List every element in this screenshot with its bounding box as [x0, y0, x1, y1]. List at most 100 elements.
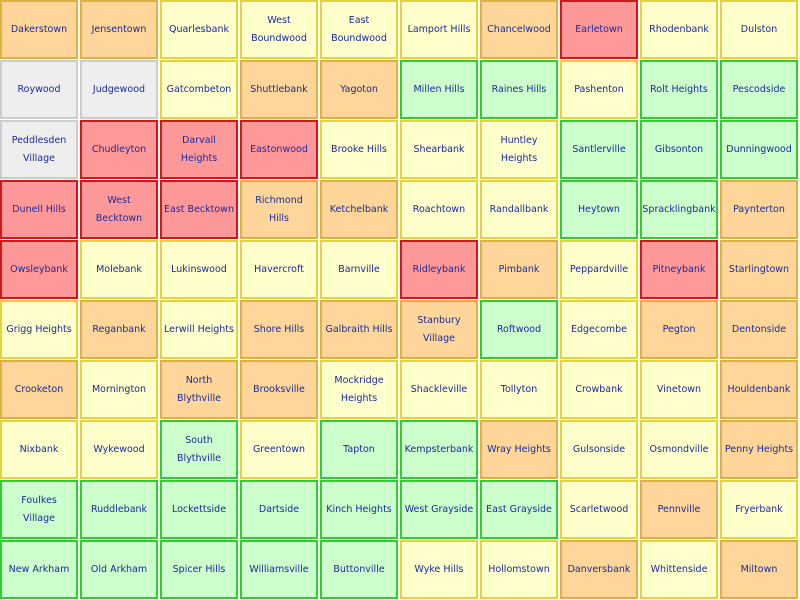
suburb-tile[interactable]: Huntley Heights	[480, 120, 558, 179]
suburb-tile[interactable]: Gatcombeton	[160, 60, 238, 119]
suburb-tile[interactable]: North Blythville	[160, 360, 238, 419]
suburb-tile[interactable]: West Boundwood	[240, 0, 318, 59]
suburb-tile[interactable]: Chudleyton	[80, 120, 158, 179]
suburb-tile[interactable]: Pennville	[640, 480, 718, 539]
suburb-tile[interactable]: Quarlesbank	[160, 0, 238, 59]
suburb-tile[interactable]: Lockettside	[160, 480, 238, 539]
suburb-tile[interactable]: Dulston	[720, 0, 798, 59]
suburb-tile[interactable]: Judgewood	[80, 60, 158, 119]
suburb-tile[interactable]: West Becktown	[80, 180, 158, 239]
suburb-tile[interactable]: Millen Hills	[400, 60, 478, 119]
suburb-tile[interactable]: Havercroft	[240, 240, 318, 299]
suburb-tile[interactable]: Greentown	[240, 420, 318, 479]
suburb-tile[interactable]: Buttonville	[320, 540, 398, 599]
suburb-tile[interactable]: East Grayside	[480, 480, 558, 539]
suburb-tile[interactable]: Paynterton	[720, 180, 798, 239]
suburb-tile[interactable]: Roywood	[0, 60, 78, 119]
suburb-tile[interactable]: Scarletwood	[560, 480, 638, 539]
suburb-tile[interactable]: Rolt Heights	[640, 60, 718, 119]
suburb-tile[interactable]: Foulkes Village	[0, 480, 78, 539]
suburb-tile[interactable]: South Blythville	[160, 420, 238, 479]
suburb-tile[interactable]: Hollomstown	[480, 540, 558, 599]
suburb-tile[interactable]: Raines Hills	[480, 60, 558, 119]
suburb-tile[interactable]: Williamsville	[240, 540, 318, 599]
suburb-tile[interactable]: Pegton	[640, 300, 718, 359]
suburb-tile[interactable]: Gulsonside	[560, 420, 638, 479]
suburb-tile[interactable]: Wykewood	[80, 420, 158, 479]
suburb-tile[interactable]: Brooke Hills	[320, 120, 398, 179]
suburb-tile[interactable]: Darvall Heights	[160, 120, 238, 179]
suburb-tile[interactable]: Stanbury Village	[400, 300, 478, 359]
suburb-tile[interactable]: Grigg Heights	[0, 300, 78, 359]
suburb-tile[interactable]: Richmond Hills	[240, 180, 318, 239]
suburb-tile[interactable]: Lukinswood	[160, 240, 238, 299]
suburb-tile[interactable]: Dartside	[240, 480, 318, 539]
suburb-tile[interactable]: East Becktown	[160, 180, 238, 239]
suburb-tile[interactable]: Mockridge Heights	[320, 360, 398, 419]
suburb-tile[interactable]: Randallbank	[480, 180, 558, 239]
suburb-tile[interactable]: Wyke Hills	[400, 540, 478, 599]
suburb-tile[interactable]: Pescodside	[720, 60, 798, 119]
suburb-tile[interactable]: Starlingtown	[720, 240, 798, 299]
suburb-tile[interactable]: Peppardville	[560, 240, 638, 299]
suburb-tile[interactable]: Spicer Hills	[160, 540, 238, 599]
suburb-tile[interactable]: Pimbank	[480, 240, 558, 299]
suburb-tile[interactable]: Roachtown	[400, 180, 478, 239]
suburb-tile[interactable]: Galbraith Hills	[320, 300, 398, 359]
suburb-tile[interactable]: Yagoton	[320, 60, 398, 119]
suburb-tile[interactable]: Edgecombe	[560, 300, 638, 359]
suburb-tile[interactable]: Reganbank	[80, 300, 158, 359]
suburb-tile[interactable]: Vinetown	[640, 360, 718, 419]
suburb-tile[interactable]: Eastonwood	[240, 120, 318, 179]
suburb-tile[interactable]: Miltown	[720, 540, 798, 599]
suburb-tile[interactable]: Shackleville	[400, 360, 478, 419]
suburb-tile[interactable]: Penny Heights	[720, 420, 798, 479]
suburb-tile[interactable]: Ketchelbank	[320, 180, 398, 239]
suburb-tile[interactable]: Dentonside	[720, 300, 798, 359]
suburb-tile[interactable]: New Arkham	[0, 540, 78, 599]
suburb-tile[interactable]: Barnville	[320, 240, 398, 299]
suburb-tile[interactable]: Santlerville	[560, 120, 638, 179]
suburb-tile[interactable]: Tollyton	[480, 360, 558, 419]
suburb-tile[interactable]: Peddlesden Village	[0, 120, 78, 179]
suburb-tile[interactable]: Molebank	[80, 240, 158, 299]
suburb-tile[interactable]: Pashenton	[560, 60, 638, 119]
suburb-tile[interactable]: Lerwill Heights	[160, 300, 238, 359]
suburb-tile[interactable]: Shearbank	[400, 120, 478, 179]
suburb-tile[interactable]: Crowbank	[560, 360, 638, 419]
suburb-tile[interactable]: Shuttlebank	[240, 60, 318, 119]
suburb-tile[interactable]: Mornington	[80, 360, 158, 419]
suburb-tile[interactable]: Tapton	[320, 420, 398, 479]
suburb-tile[interactable]: Jensentown	[80, 0, 158, 59]
suburb-tile[interactable]: Danversbank	[560, 540, 638, 599]
suburb-tile[interactable]: Ruddlebank	[80, 480, 158, 539]
suburb-tile[interactable]: Old Arkham	[80, 540, 158, 599]
suburb-tile[interactable]: Dunell Hills	[0, 180, 78, 239]
suburb-tile[interactable]: Brooksville	[240, 360, 318, 419]
suburb-tile[interactable]: Kempsterbank	[400, 420, 478, 479]
suburb-tile[interactable]: East Boundwood	[320, 0, 398, 59]
suburb-tile[interactable]: Earletown	[560, 0, 638, 59]
suburb-tile[interactable]: Wray Heights	[480, 420, 558, 479]
suburb-tile[interactable]: Whittenside	[640, 540, 718, 599]
suburb-tile[interactable]: Nixbank	[0, 420, 78, 479]
suburb-tile[interactable]: Kinch Heights	[320, 480, 398, 539]
suburb-tile[interactable]: Heytown	[560, 180, 638, 239]
suburb-tile[interactable]: Roftwood	[480, 300, 558, 359]
suburb-tile[interactable]: Gibsonton	[640, 120, 718, 179]
suburb-tile[interactable]: Lamport Hills	[400, 0, 478, 59]
suburb-tile[interactable]: Osmondville	[640, 420, 718, 479]
suburb-tile[interactable]: Dunningwood	[720, 120, 798, 179]
suburb-tile[interactable]: Shore Hills	[240, 300, 318, 359]
suburb-tile[interactable]: Spracklingbank	[640, 180, 718, 239]
suburb-tile[interactable]: Dakerstown	[0, 0, 78, 59]
suburb-tile[interactable]: Houldenbank	[720, 360, 798, 419]
suburb-tile[interactable]: Ridleybank	[400, 240, 478, 299]
suburb-tile[interactable]: Chancelwood	[480, 0, 558, 59]
suburb-tile[interactable]: Fryerbank	[720, 480, 798, 539]
suburb-tile[interactable]: Rhodenbank	[640, 0, 718, 59]
suburb-tile[interactable]: Pitneybank	[640, 240, 718, 299]
suburb-tile[interactable]: Owsleybank	[0, 240, 78, 299]
suburb-tile[interactable]: West Grayside	[400, 480, 478, 539]
suburb-tile[interactable]: Crooketon	[0, 360, 78, 419]
